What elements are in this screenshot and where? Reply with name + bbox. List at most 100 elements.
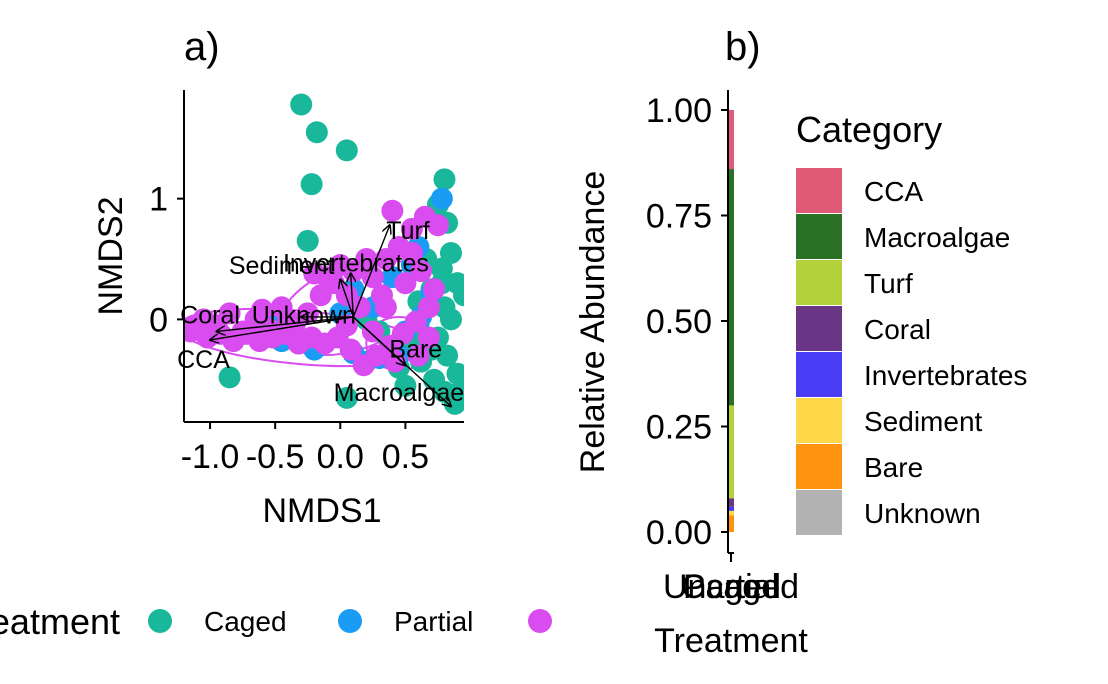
abundance-y-tick-label-3: 0.75	[646, 198, 712, 236]
legend-sediment-label: Sediment	[864, 406, 983, 437]
abundance-y-tick-label-0: 0.00	[646, 514, 712, 552]
vector-coral-arrow	[217, 316, 354, 331]
vector-turf-label: Turf	[386, 217, 430, 245]
category-legend-title: Category	[796, 109, 942, 150]
legend-macroalgae-label: Macroalgae	[864, 222, 1010, 253]
bar-segment-turf	[729, 405, 734, 499]
vector-cca-label: CCA	[177, 346, 230, 374]
vector-macroalgae-label: Macroalgae	[334, 379, 465, 407]
abundance-x-tick-label-caged: Caged	[681, 568, 781, 606]
point-uncaged-51	[417, 326, 440, 349]
vector-sediment-label: Sediment	[229, 252, 335, 280]
abundance-y-ticks: 0.00 0.25 0.50 0.75 1.00	[646, 92, 728, 552]
legend-invertebrates-swatch	[796, 352, 842, 397]
abundance-y-axis-title: Relative Abundance	[574, 171, 612, 473]
point-caged-4	[433, 168, 456, 191]
nmds-x-tick-label-2: 0.0	[317, 438, 364, 476]
point-uncaged-3	[218, 302, 241, 325]
abundance-x-axis-title: Treatment	[654, 622, 808, 660]
point-uncaged-50	[407, 344, 430, 367]
legend-caged-key	[148, 609, 172, 633]
abundance-y-tick-label-1: 0.25	[646, 409, 712, 447]
point-uncaged-47	[355, 248, 378, 271]
vector-sediment-arrow	[340, 280, 354, 318]
legend-cca-label: CCA	[864, 176, 923, 207]
nmds-x-tick-label-1: -0.5	[246, 438, 305, 476]
point-uncaged-48	[394, 272, 417, 295]
point-uncaged-19	[426, 214, 449, 237]
point-caged-7	[296, 229, 319, 252]
legend-unknown-label: Unknown	[864, 498, 981, 529]
point-uncaged-40	[417, 296, 440, 319]
nmds-x-tick-label-3: 0.5	[382, 438, 429, 476]
treatment-legend-title: Treatment	[0, 601, 120, 642]
nmds-y-tick-label-0: 0	[149, 301, 168, 339]
legend-invertebrates-label: Invertebrates	[864, 360, 1027, 391]
point-caged-29	[394, 374, 417, 397]
legend-sediment-swatch	[796, 398, 842, 443]
nmds-x-tick-label-0: -1.0	[181, 438, 240, 476]
point-uncaged-54	[303, 262, 326, 285]
point-caged-24	[218, 366, 241, 389]
vector-turf-arrow	[352, 225, 389, 318]
legend-bare-label: Bare	[864, 452, 923, 483]
bar-segment-invertebrates	[729, 506, 734, 511]
legend-turf-label: Turf	[864, 268, 913, 299]
vector-cca-arrow	[210, 316, 354, 340]
point-uncaged-38	[410, 260, 433, 283]
bar-segment-cca	[729, 110, 734, 170]
scatter-points	[184, 93, 464, 415]
legend-cca-swatch	[796, 168, 842, 213]
point-caged-1	[305, 121, 328, 144]
point-uncaged-52	[251, 298, 274, 321]
bar-segment-macroalgae	[729, 169, 734, 406]
vector-coral-label: Coral	[180, 302, 240, 330]
point-uncaged-41	[381, 199, 404, 222]
abundance-y-tick-label-2: 0.50	[646, 303, 712, 341]
point-caged-11	[453, 284, 464, 307]
nmds-x-ticks: -1.0 -0.5 0.0 0.5	[181, 422, 429, 476]
stacked-bars	[729, 110, 734, 532]
point-caged-0	[290, 93, 313, 116]
abundance-panel: b) 0.00 0.25 0.50 0.75 1.00 UncagedPartialCa…	[574, 25, 1027, 660]
legend-unknown-swatch	[796, 490, 842, 535]
legend-uncaged-key	[528, 609, 552, 633]
nmds-axes	[183, 90, 464, 423]
vector-invertebrates-label: Invertebrates	[283, 250, 429, 278]
category-legend: Category CCA Macroalgae Turf Coral Invertebr…	[796, 109, 1027, 535]
legend-partial-key	[338, 609, 362, 633]
point-uncaged-39	[423, 278, 446, 301]
point-uncaged-42	[400, 241, 423, 264]
legend-macroalgae-swatch	[796, 214, 842, 259]
point-caged-23	[335, 386, 358, 409]
point-uncaged-55	[335, 314, 358, 337]
bar-segment-bare	[729, 515, 734, 532]
point-caged-30	[439, 308, 462, 331]
vector-bare-label: Bare	[389, 335, 442, 363]
panel-b-tag: b)	[725, 25, 761, 69]
nmds-y-ticks: 01	[149, 181, 184, 339]
nmds-y-axis-title: NMDS2	[92, 196, 130, 315]
nmds-y-tick-label-1: 1	[149, 181, 168, 219]
point-uncaged-56	[361, 320, 384, 343]
vector-macroalgae-arrow	[352, 316, 451, 406]
point-uncaged-57	[374, 296, 397, 319]
panel-a-tag: a)	[184, 25, 220, 69]
point-caged-17	[446, 362, 464, 385]
point-partial-10	[430, 187, 453, 210]
point-caged-2	[335, 139, 358, 162]
abundance-x-tick-label-partial: Partial	[683, 568, 779, 606]
legend-turf-swatch	[796, 260, 842, 305]
bar-segment-sediment	[729, 510, 734, 516]
point-uncaged-37	[184, 314, 206, 337]
bar-segment-coral	[729, 498, 734, 507]
point-caged-3	[300, 173, 323, 196]
abundance-y-tick-label-4: 1.00	[646, 92, 712, 130]
legend-partial-label: Partial	[394, 606, 473, 637]
point-uncaged-46	[329, 254, 352, 277]
point-uncaged-24	[352, 354, 375, 377]
